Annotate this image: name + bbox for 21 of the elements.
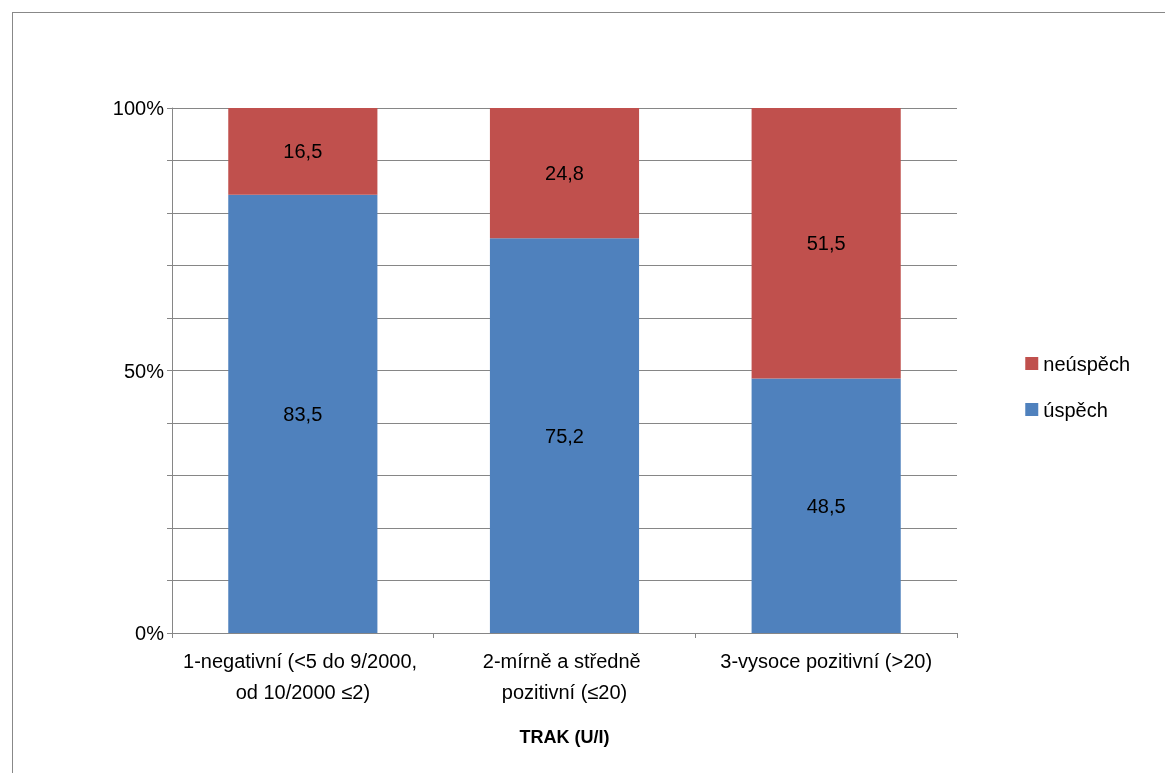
bar (489, 238, 640, 633)
bar (228, 194, 378, 633)
data-label: 16,5 (283, 140, 323, 163)
x-tick-label: 1-negativní (<5 do 9/2000, od 10/2000 ≤2) (183, 649, 423, 703)
data-label: 75,2 (545, 424, 584, 447)
bar (228, 108, 378, 195)
legend-label: neúspěch (1043, 352, 1131, 375)
x-tick-label: 3-vysoce pozitivní (>20) (720, 649, 933, 672)
x-axis-title: TRAK (U/I) (519, 727, 610, 747)
bar (751, 108, 901, 379)
data-label: 51,5 (806, 232, 846, 255)
y-tick-label: 50% (123, 359, 165, 382)
bar (751, 378, 901, 633)
data-label: 48,5 (806, 494, 846, 517)
y-tick-label: 100% (112, 97, 165, 119)
data-label: 24,8 (545, 162, 584, 185)
y-tick-label: 0% (135, 622, 165, 644)
legend-label: úspěch (1043, 398, 1108, 421)
x-tick-label: 2-mírně a středně pozitivní (≤20) (482, 649, 647, 703)
bar (489, 108, 640, 239)
data-label: 83,5 (283, 402, 323, 425)
